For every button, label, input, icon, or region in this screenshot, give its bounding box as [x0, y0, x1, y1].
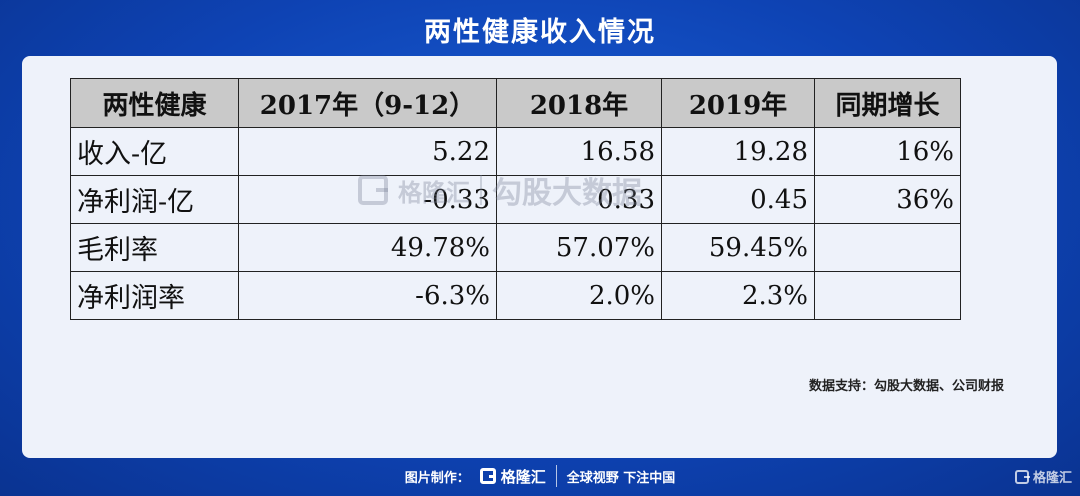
header-cell: 两性健康 [70, 78, 239, 128]
row-label: 毛利率 [70, 223, 239, 272]
table-header-row: 两性健康 2017年（9-12） 2018年 2019年 同期增长 [70, 78, 961, 128]
table-row: 收入-亿 5.22 16.58 19.28 16% [70, 127, 961, 176]
table-cell: 19.28 [661, 127, 815, 176]
g-logo-icon [479, 468, 496, 484]
table-cell: 2.0% [496, 271, 662, 320]
footer-logo: 格隆汇 [479, 466, 546, 487]
header-cell: 2019年 [661, 78, 815, 128]
corner-logo: 格隆汇 [1014, 467, 1072, 486]
table-cell: 0.45 [661, 175, 815, 224]
footer-brand: 格隆汇 [500, 467, 546, 486]
table-row: 净利润率 -6.3% 2.0% 2.3% [70, 271, 961, 320]
header-cell: 同期增长 [814, 78, 961, 128]
row-label: 净利润-亿 [70, 175, 239, 224]
table-cell: 16% [814, 127, 961, 176]
table-cell: 36% [814, 175, 961, 224]
header-cell: 2018年 [496, 78, 662, 128]
corner-brand: 格隆汇 [1032, 471, 1072, 486]
table-cell: 59.45% [661, 223, 815, 272]
table-cell: 0.33 [496, 175, 662, 224]
table-cell: 16.58 [496, 127, 662, 176]
footer-slogan: 全球视野 下注中国 [566, 470, 676, 486]
row-label: 收入-亿 [70, 127, 239, 176]
income-table: 两性健康 2017年（9-12） 2018年 2019年 同期增长 收入-亿 5… [70, 78, 961, 320]
table-cell: -6.3% [238, 271, 497, 320]
table-row: 净利润-亿 -0.33 0.33 0.45 36% [70, 175, 961, 224]
g-logo-icon [1014, 469, 1030, 484]
data-source-note: 数据支持：勾股大数据、公司财报 [808, 379, 1004, 394]
header-cell: 2017年（9-12） [238, 78, 497, 128]
page-title: 两性健康收入情况 [424, 17, 656, 48]
table-cell: 57.07% [496, 223, 662, 272]
table-cell: 49.78% [238, 223, 497, 272]
table-cell [814, 223, 961, 272]
table-cell: 2.3% [661, 271, 815, 320]
row-label: 净利润率 [70, 271, 239, 320]
table-cell: 5.22 [238, 127, 497, 176]
footer-divider [555, 465, 557, 487]
table-cell [814, 271, 961, 320]
table-cell: -0.33 [238, 175, 497, 224]
table-row: 毛利率 49.78% 57.07% 59.45% [70, 223, 961, 272]
footer: 图片制作： 格隆汇 全球视野 下注中国 [0, 462, 1080, 490]
made-by-label: 图片制作： [404, 470, 470, 486]
